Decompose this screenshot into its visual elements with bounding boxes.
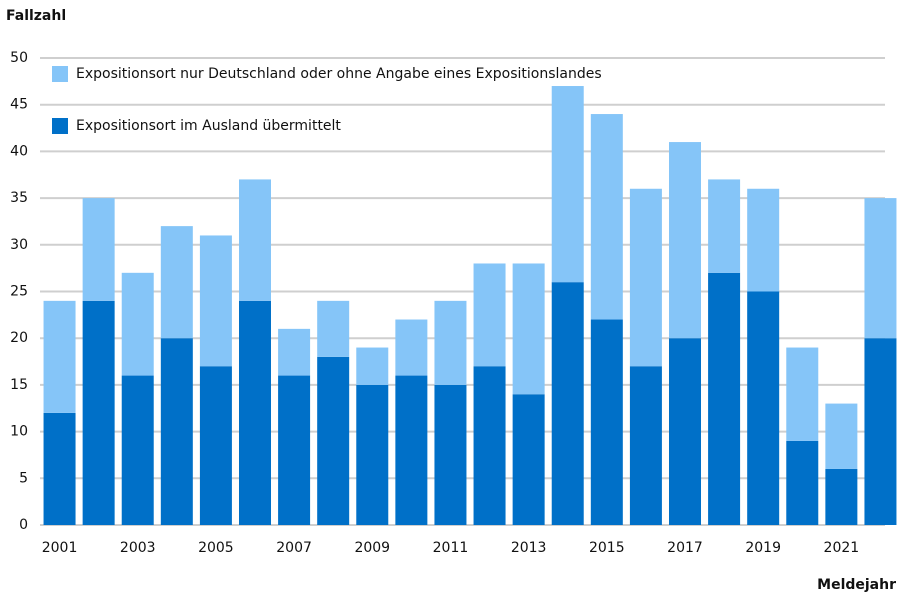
- legend-label: Expositionsort im Ausland übermittelt: [76, 118, 341, 134]
- y-tick-label: 35: [10, 190, 28, 206]
- x-tick-label: 2021: [824, 540, 860, 556]
- bar-segment: [669, 338, 701, 525]
- x-tick-label: 2001: [42, 540, 78, 556]
- y-tick-label: 45: [10, 97, 28, 113]
- legend-label: Expositionsort nur Deutschland oder ohne…: [76, 66, 602, 82]
- legend-swatch: [52, 118, 68, 134]
- bar-segment: [278, 375, 311, 525]
- bar-segment: [551, 282, 584, 525]
- x-tick-label: 2015: [589, 540, 625, 556]
- y-tick-label: 25: [10, 284, 28, 300]
- bar-segment: [82, 300, 115, 525]
- x-tick-label: 2013: [511, 540, 547, 556]
- y-tick-label: 20: [10, 330, 28, 346]
- x-axis-label: Meldejahr: [817, 577, 896, 593]
- y-tick-label: 0: [19, 517, 28, 533]
- bar-segment: [43, 300, 76, 413]
- legend-swatch: [52, 66, 68, 82]
- y-tick-label: 50: [10, 50, 28, 66]
- bar-segment: [708, 272, 741, 525]
- bar-segment: [825, 468, 858, 525]
- bar-segment: [239, 179, 271, 301]
- y-axis-label: Fallzahl: [6, 8, 66, 24]
- bar-segment: [669, 142, 701, 339]
- bar-segment: [356, 384, 389, 525]
- bar-segment: [434, 384, 467, 525]
- bar-segment: [317, 356, 350, 525]
- bar-segment: [395, 319, 428, 376]
- bar-segment: [199, 235, 232, 367]
- x-tick-label: 2005: [198, 540, 234, 556]
- bar-segment: [473, 366, 506, 525]
- x-tick-label: 2011: [433, 540, 469, 556]
- bar-segment: [786, 440, 819, 525]
- bar-segment: [864, 198, 897, 339]
- bar-segment: [512, 394, 545, 525]
- bar-segment: [590, 114, 623, 320]
- bar-segment: [786, 347, 819, 441]
- x-tick-label: 2019: [745, 540, 781, 556]
- y-tick-label: 5: [19, 470, 28, 486]
- x-tick-label: 2007: [276, 540, 312, 556]
- y-tick-label: 40: [10, 143, 28, 159]
- bar-segment: [395, 375, 428, 525]
- bar-segment: [82, 198, 115, 301]
- bar-segment: [825, 403, 858, 469]
- bar-segment: [160, 338, 193, 525]
- bar-segment: [121, 375, 154, 525]
- bar-segment: [317, 300, 350, 357]
- bar-segment: [434, 300, 467, 385]
- x-tick-label: 2017: [667, 540, 703, 556]
- x-tick-label: 2009: [354, 540, 390, 556]
- bar-segment: [199, 366, 232, 525]
- bar-segment: [864, 338, 897, 525]
- x-tick-label: 2003: [120, 540, 156, 556]
- bar-segment: [43, 412, 76, 525]
- bar-segment: [512, 263, 545, 395]
- y-tick-label: 30: [10, 237, 28, 253]
- bar-segment: [160, 226, 193, 339]
- bar-segment: [629, 188, 662, 367]
- bar-segment: [629, 366, 662, 525]
- bar-segment: [278, 328, 311, 376]
- bar-segment: [473, 263, 506, 367]
- bar-segment: [356, 347, 389, 385]
- bar-segment: [551, 86, 584, 283]
- bar-segment: [747, 188, 780, 292]
- bar-segment: [121, 272, 154, 376]
- y-tick-label: 15: [10, 377, 28, 393]
- y-tick-label: 10: [10, 424, 28, 440]
- bar-segment: [239, 300, 271, 525]
- bar-segment: [590, 319, 623, 525]
- bar-segment: [708, 179, 741, 273]
- bar-segment: [747, 291, 780, 525]
